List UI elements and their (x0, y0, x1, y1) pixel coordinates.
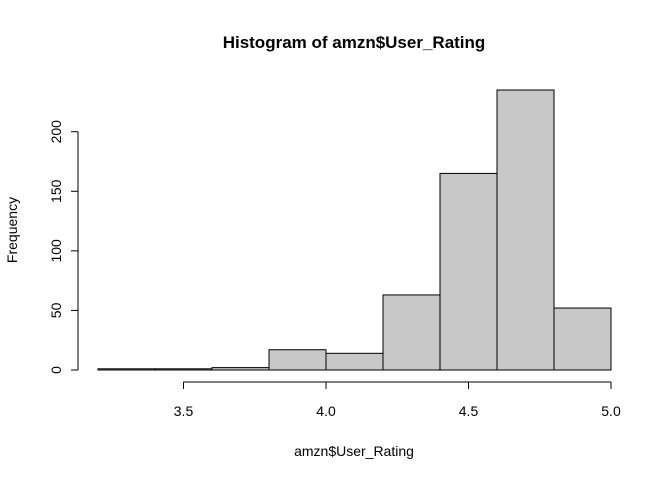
y-tick-label: 200 (48, 120, 64, 144)
histogram-bar (211, 367, 270, 371)
x-tick-label: 4.5 (459, 403, 479, 419)
y-tick-label: 50 (48, 302, 64, 318)
y-tick-label: 100 (48, 239, 64, 263)
x-tick-label: 5.0 (601, 403, 621, 419)
x-tick-label: 3.5 (174, 403, 194, 419)
y-tick-label: 0 (48, 366, 64, 374)
histogram-bar (268, 349, 327, 371)
x-axis-label: amzn$User_Rating (294, 443, 414, 459)
histogram-bar (553, 307, 612, 371)
x-axis: 3.5 4.0 4.5 5.0 (174, 381, 621, 419)
histogram-bar (496, 89, 555, 371)
chart-title: Histogram of amzn$User_Rating (223, 33, 486, 52)
y-axis: 0 50 100 150 200 (48, 120, 79, 374)
histogram-bar (97, 368, 156, 371)
histogram-bar (382, 294, 441, 371)
y-tick-label: 150 (48, 179, 64, 203)
x-tick-label: 4.0 (316, 403, 336, 419)
y-axis-label: Frequency (4, 197, 20, 263)
bars-group (97, 89, 612, 371)
histogram-bar (325, 352, 384, 371)
histogram-bar (439, 172, 498, 371)
histogram-bar (154, 368, 213, 371)
